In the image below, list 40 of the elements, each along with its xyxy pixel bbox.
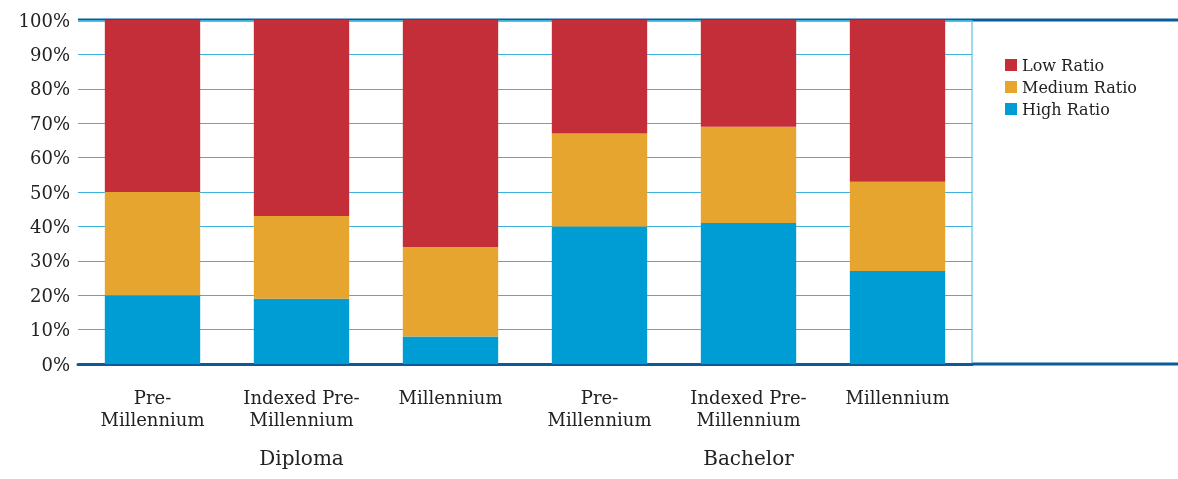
bar bbox=[253, 298, 350, 364]
x-tick-label: Millennium bbox=[398, 386, 503, 408]
y-tick-label: 30% bbox=[29, 250, 70, 272]
y-tick-label: 10% bbox=[29, 319, 70, 341]
bar bbox=[253, 20, 350, 217]
bar bbox=[849, 271, 946, 364]
bar bbox=[551, 20, 648, 134]
y-tick-label: 70% bbox=[29, 112, 70, 134]
y-tick-label: 90% bbox=[29, 43, 70, 65]
bar bbox=[104, 20, 201, 192]
bar bbox=[849, 181, 946, 272]
y-tick-label: 80% bbox=[29, 78, 70, 100]
x-tick-label: Pre-Millennium bbox=[100, 386, 205, 430]
y-tick-label: 50% bbox=[29, 181, 70, 203]
bar bbox=[253, 216, 350, 299]
bar bbox=[402, 336, 499, 364]
bar bbox=[551, 226, 648, 364]
x-tick-label: Millennium bbox=[845, 386, 950, 408]
legend-label: High Ratio bbox=[1022, 99, 1110, 119]
bar bbox=[551, 133, 648, 227]
y-tick-label: 60% bbox=[29, 147, 70, 169]
text: Bachelor bbox=[703, 446, 795, 470]
text: Diploma bbox=[259, 446, 344, 470]
y-tick-label: 100% bbox=[18, 9, 70, 31]
bar bbox=[700, 20, 797, 127]
y-tick-label: 0% bbox=[41, 353, 70, 375]
y-tick-label: 20% bbox=[29, 284, 70, 306]
bar bbox=[402, 20, 499, 248]
bar bbox=[402, 247, 499, 337]
x-tick-label: Indexed Pre-Millennium bbox=[690, 386, 807, 430]
bar bbox=[700, 222, 797, 364]
bar bbox=[849, 20, 946, 182]
bar bbox=[104, 295, 201, 364]
x-tick-label: Indexed Pre-Millennium bbox=[243, 386, 360, 430]
x-tick-label: Pre-Millennium bbox=[547, 386, 652, 430]
bar bbox=[104, 192, 201, 296]
legend-label: Low Ratio bbox=[1022, 55, 1105, 75]
y-tick-label: 40% bbox=[29, 215, 70, 237]
legend-label: Medium Ratio bbox=[1022, 77, 1137, 97]
bar bbox=[700, 126, 797, 223]
